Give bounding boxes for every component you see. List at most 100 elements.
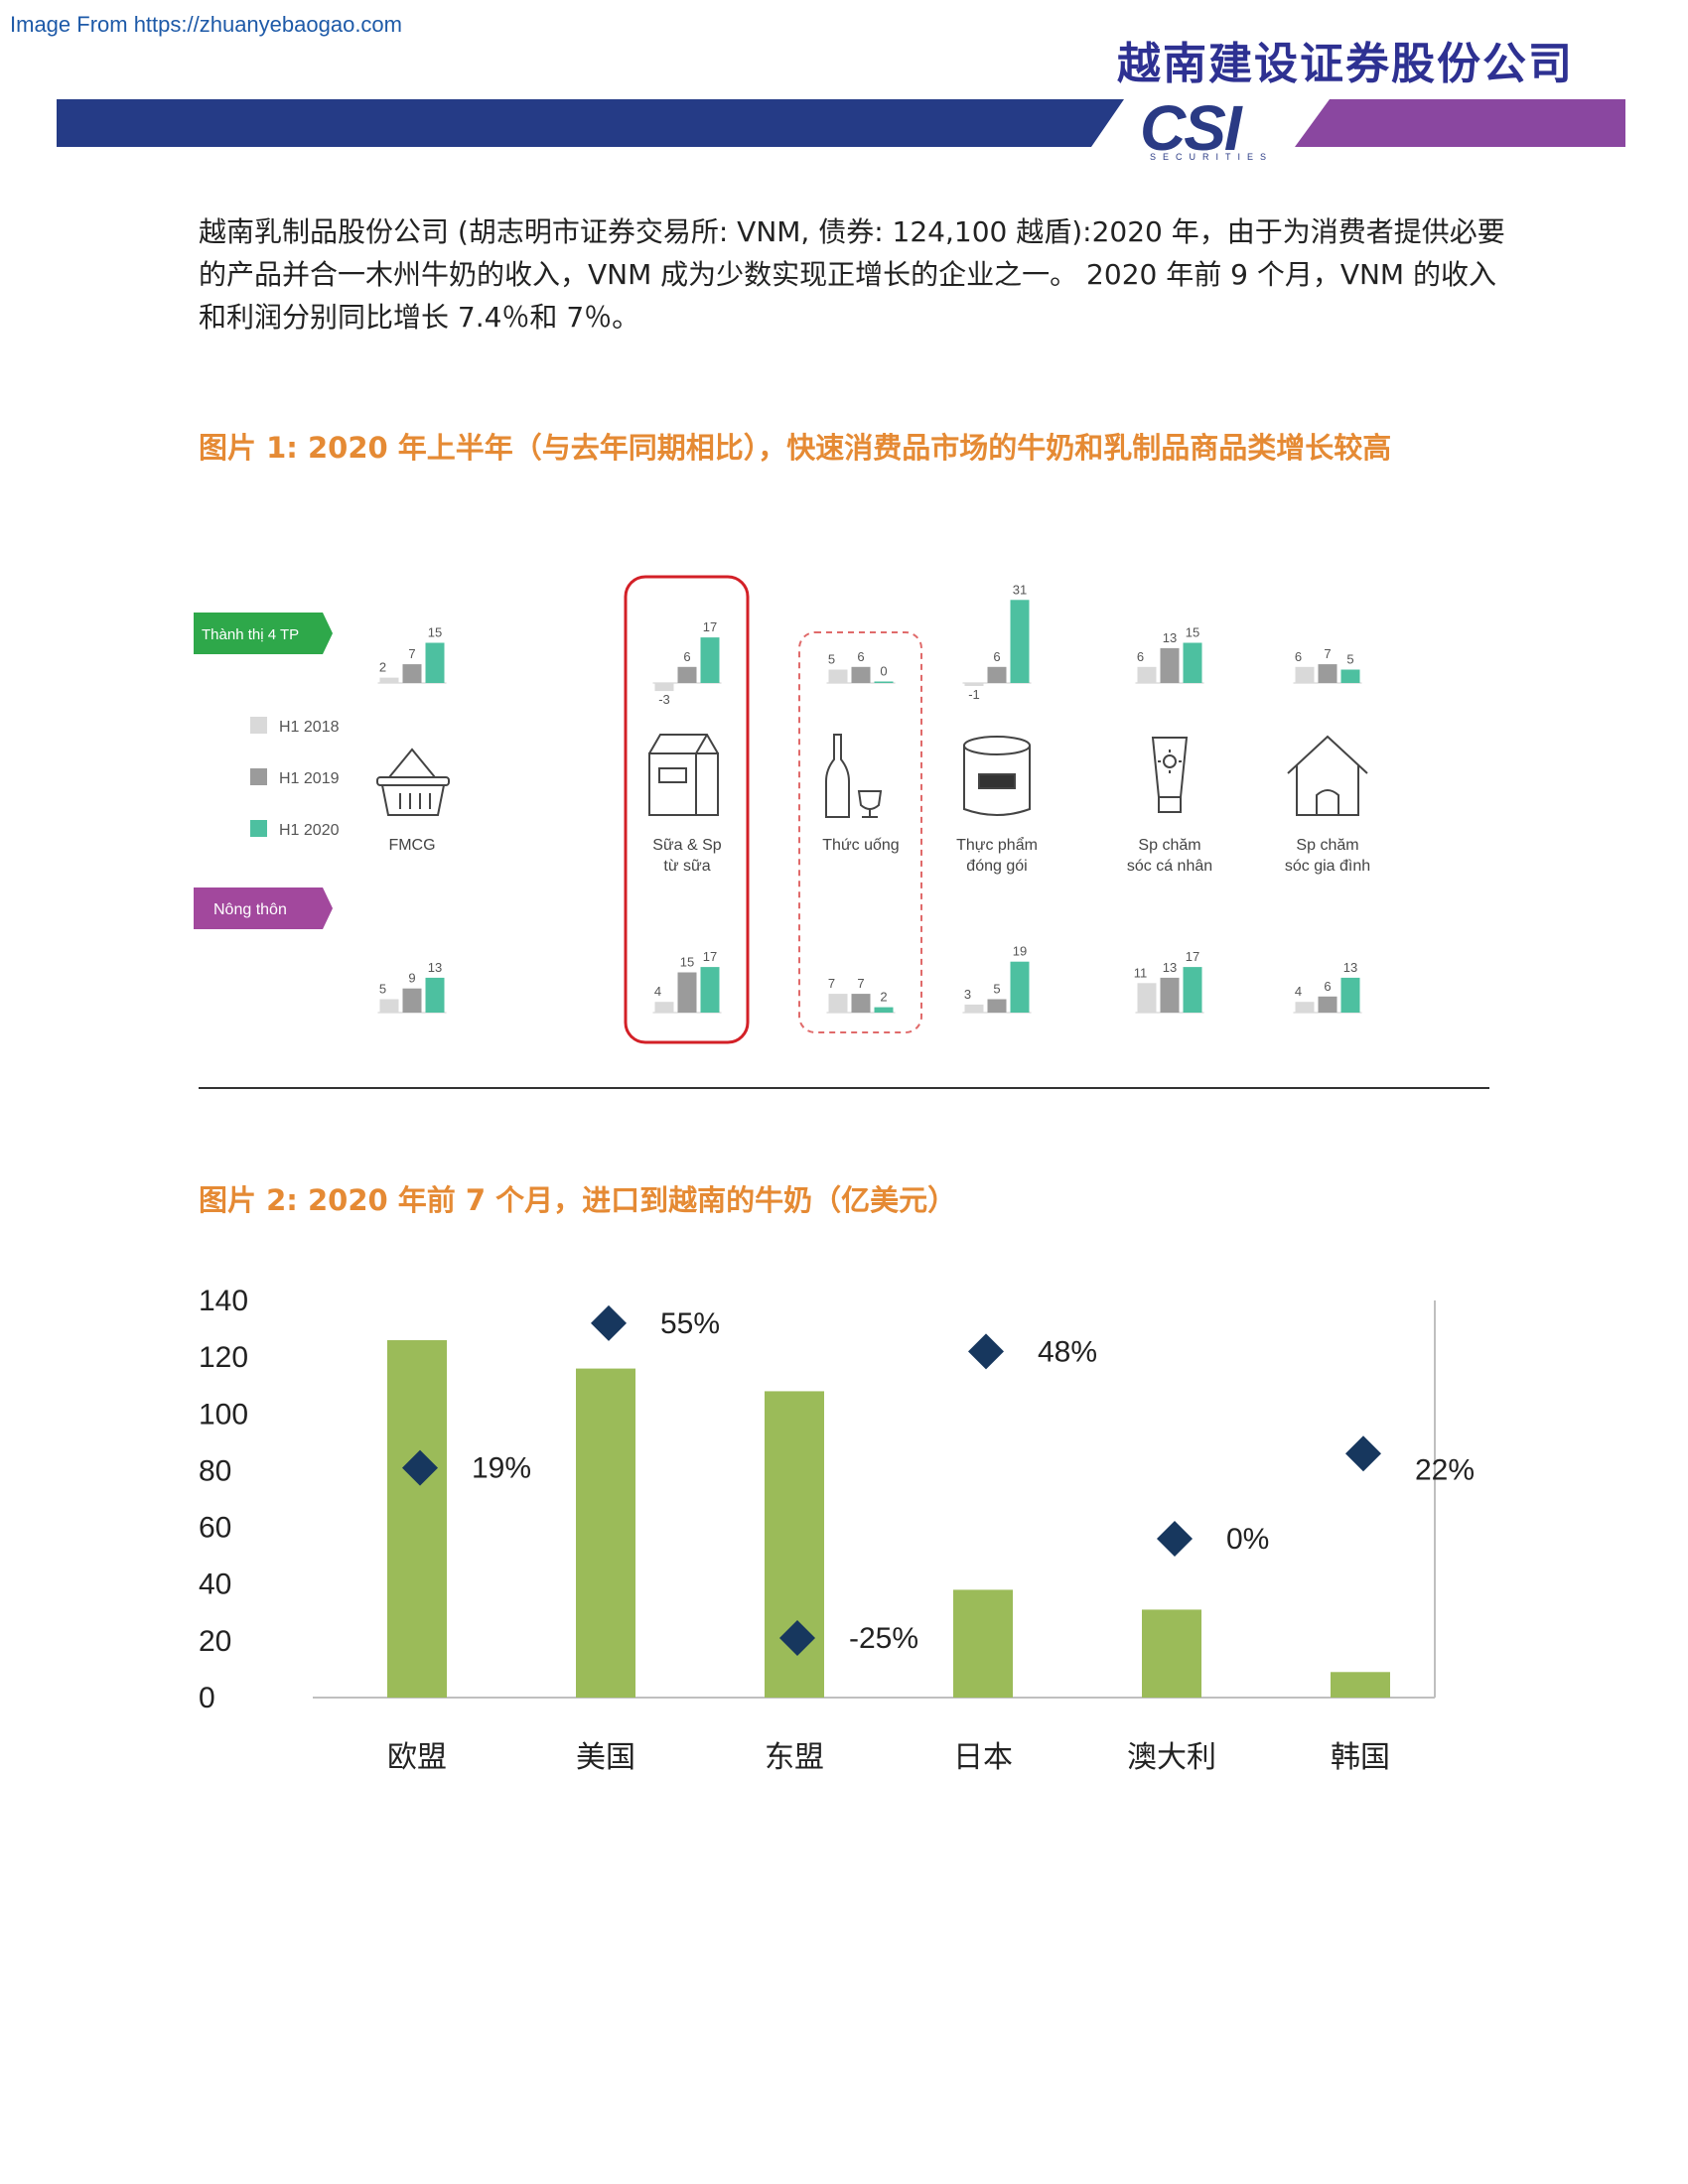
rural-bar xyxy=(425,977,445,1013)
rural-bar xyxy=(379,999,399,1013)
bar-value-label: 0 xyxy=(880,664,887,679)
rural-bar xyxy=(402,988,422,1013)
bar-value-label: 7 xyxy=(828,976,835,991)
y-axis-ticks: 0 20 40 60 80 100 120 140 xyxy=(199,1285,248,1714)
x-tick-label: 澳大利 xyxy=(1127,1741,1216,1774)
bar-value-label: 5 xyxy=(828,652,835,667)
bar-value-label: 19 xyxy=(1013,944,1027,959)
category-label: đóng gói xyxy=(966,858,1027,875)
urban-tag: Thành thị 4 TP xyxy=(194,613,333,654)
category-label: Sp chăm xyxy=(1296,837,1358,854)
bar-value-label: 15 xyxy=(680,955,694,970)
figure1-fmcg-growth-infographic: Thành thị 4 TP Nông thôn H1 2018 H1 2019… xyxy=(194,575,1370,1044)
rural-bar xyxy=(1183,967,1202,1013)
figure1-title: 图片 1: 2020 年上半年（与去年同期相比），快速消费品市场的牛奶和乳制品商… xyxy=(199,431,1392,465)
growth-marker xyxy=(1157,1521,1193,1557)
banner-blue-band xyxy=(57,99,1124,147)
x-tick-label: 欧盟 xyxy=(387,1741,447,1774)
basket-icon xyxy=(376,748,450,816)
figure1-category-labels: FMCG Sữa & Sp từ sữa Thức uống Thực phẩm đóng… xyxy=(388,836,1370,875)
urban-bar xyxy=(1340,669,1360,683)
milk-carton-icon xyxy=(648,734,719,816)
y-tick-label: 80 xyxy=(199,1454,231,1487)
rural-tag: Nông thôn xyxy=(194,887,333,929)
bar-value-label: 13 xyxy=(1343,960,1357,975)
x-tick-label: 东盟 xyxy=(765,1741,824,1774)
header-banner xyxy=(57,99,1625,147)
canned-food-icon xyxy=(963,736,1031,816)
bar-value-label: 7 xyxy=(1324,646,1331,661)
bar-value-label: 7 xyxy=(857,976,864,991)
rural-bar xyxy=(964,1004,984,1013)
y-tick-label: 40 xyxy=(199,1569,231,1601)
y-tick-label: 120 xyxy=(199,1341,248,1374)
x-axis-labels: 欧盟 美国 东盟 日本 澳大利 韩国 xyxy=(387,1741,1390,1774)
category-label: Sp chăm xyxy=(1138,837,1200,854)
urban-bar xyxy=(1295,666,1315,683)
bar-value-label: 13 xyxy=(1163,630,1177,645)
x-tick-label: 美国 xyxy=(576,1741,635,1774)
bar-value-label: 6 xyxy=(1137,649,1144,664)
category-label: sóc gia đình xyxy=(1285,858,1370,875)
bar-value-label: 5 xyxy=(1346,652,1353,667)
banner-purple-band xyxy=(1295,99,1625,147)
bar-value-label: 31 xyxy=(1013,582,1027,597)
rural-bar xyxy=(1340,977,1360,1013)
rural-bar xyxy=(700,967,720,1013)
figure2-milk-import-chart: 0 20 40 60 80 100 120 140 19% 55% -25% 48% 0% 22% 欧盟… xyxy=(199,1285,1475,1774)
urban-tag-label: Thành thị 4 TP xyxy=(202,626,299,643)
growth-label: 48% xyxy=(1038,1335,1097,1368)
growth-label: 19% xyxy=(472,1452,531,1485)
growth-marker xyxy=(402,1449,438,1486)
bar-value-label: 11 xyxy=(1134,965,1148,980)
lotion-tube-icon xyxy=(1151,737,1189,813)
csi-logo-subtext: SECURITIES xyxy=(1150,152,1274,162)
rural-tag-label: Nông thôn xyxy=(213,901,287,918)
bar-value-label: -3 xyxy=(658,692,670,707)
urban-bar xyxy=(851,666,871,683)
growth-label: 55% xyxy=(660,1307,720,1340)
rural-bar xyxy=(874,1007,894,1013)
growth-label: -25% xyxy=(849,1622,918,1655)
rural-bar xyxy=(828,994,848,1013)
category-label: từ sữa xyxy=(663,858,710,875)
growth-marker xyxy=(1345,1435,1381,1472)
bar-value-label: 17 xyxy=(703,619,717,634)
beverage-highlight-box xyxy=(798,631,922,1033)
bar-value-label: 6 xyxy=(1295,649,1302,664)
x-tick-label: 日本 xyxy=(953,1741,1013,1774)
import-bar xyxy=(576,1368,635,1698)
urban-bar xyxy=(1160,647,1180,683)
bar-value-label: 17 xyxy=(703,949,717,964)
company-name: 越南建设证券股份公司 xyxy=(1117,39,1574,89)
growth-marker xyxy=(968,1333,1004,1370)
legend-swatch-h1-2020 xyxy=(250,820,267,837)
urban-bar xyxy=(654,683,674,692)
category-label: Sữa & Sp xyxy=(652,837,722,854)
y-tick-label: 60 xyxy=(199,1512,231,1545)
bar-value-label: 3 xyxy=(964,987,971,1002)
y-tick-label: 20 xyxy=(199,1625,231,1658)
urban-bar xyxy=(1183,642,1202,683)
import-bars xyxy=(387,1340,1390,1698)
urban-bar xyxy=(402,664,422,683)
y-tick-label: 140 xyxy=(199,1285,248,1317)
figure2-title: 图片 2: 2020 年前 7 个月，进口到越南的牛奶（亿美元） xyxy=(199,1183,957,1217)
urban-bar xyxy=(1010,600,1030,683)
source-link[interactable]: Image From https://zhuanyebaogao.com xyxy=(10,12,402,37)
legend-label-h1-2019: H1 2019 xyxy=(279,770,340,787)
urban-bar xyxy=(987,666,1007,683)
bar-value-label: 6 xyxy=(683,649,690,664)
bar-value-label: 17 xyxy=(1186,949,1199,964)
bar-value-label: 13 xyxy=(428,960,442,975)
urban-bar xyxy=(425,642,445,683)
bottle-glass-icon xyxy=(825,734,883,818)
section-divider xyxy=(199,1087,1489,1089)
bar-value-label: 2 xyxy=(880,990,887,1005)
house-icon xyxy=(1287,735,1368,816)
category-label: Thực phẩm xyxy=(956,836,1038,854)
rural-bar xyxy=(851,994,871,1013)
legend-swatch-h1-2019 xyxy=(250,768,267,785)
growth-label: 0% xyxy=(1226,1523,1269,1556)
